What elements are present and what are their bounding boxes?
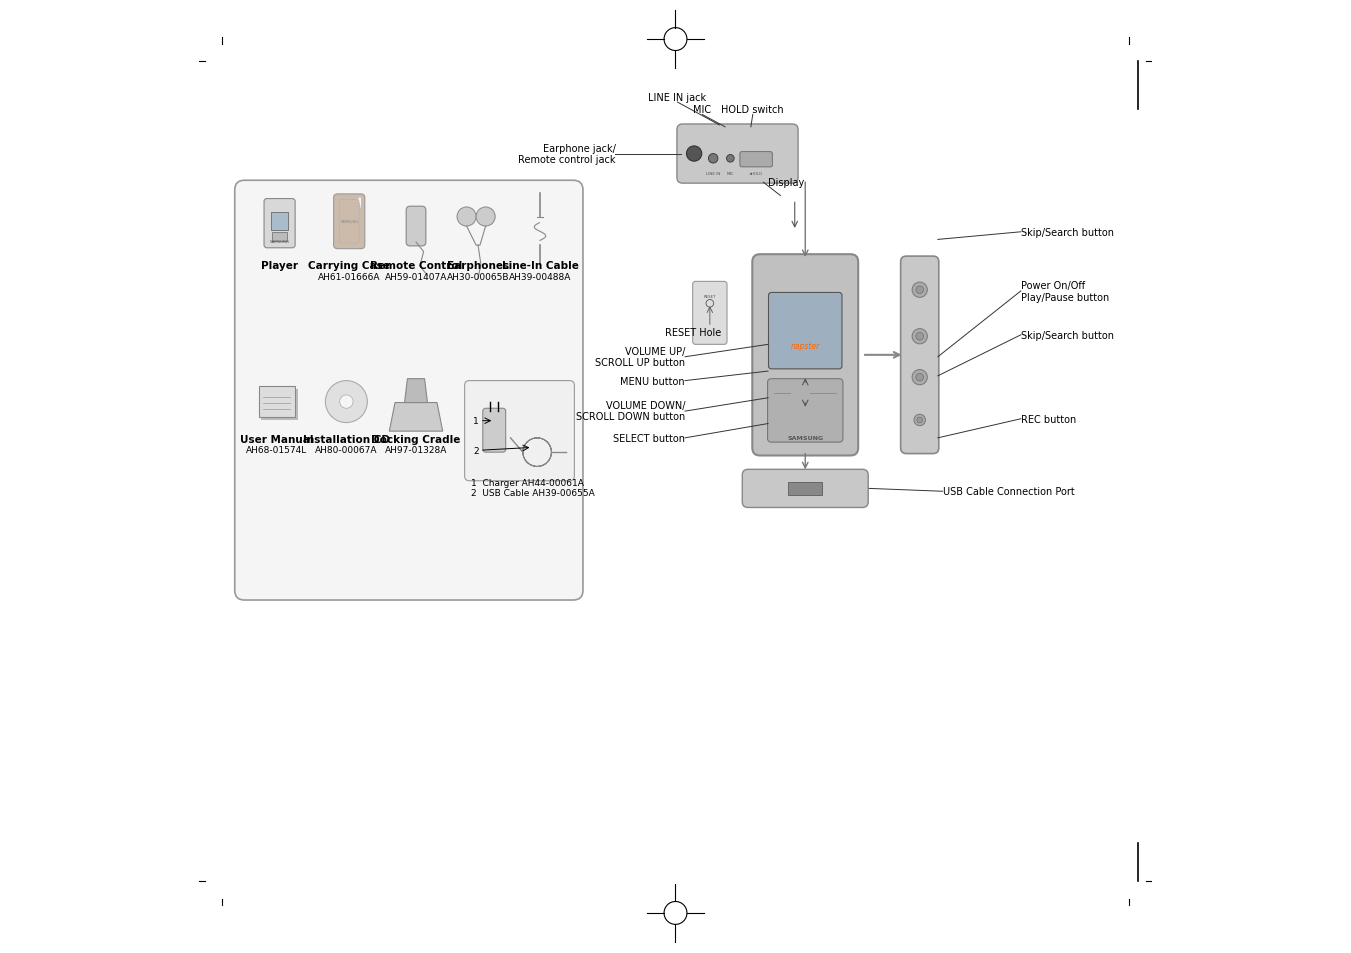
Text: LINE IN: LINE IN: [707, 172, 720, 175]
Circle shape: [727, 155, 734, 163]
Circle shape: [708, 154, 717, 164]
Text: HOLD switch: HOLD switch: [721, 106, 784, 115]
Text: 2: 2: [473, 446, 478, 456]
FancyBboxPatch shape: [753, 255, 858, 456]
FancyBboxPatch shape: [742, 470, 869, 508]
Polygon shape: [404, 379, 427, 403]
Circle shape: [915, 415, 925, 426]
Text: Power On/Off: Power On/Off: [1021, 281, 1085, 291]
Text: SCROLL UP button: SCROLL UP button: [594, 357, 685, 367]
Text: SAMSUNG: SAMSUNG: [788, 436, 823, 441]
Text: Skip/Search button: Skip/Search button: [1021, 228, 1113, 237]
FancyBboxPatch shape: [407, 207, 426, 247]
FancyBboxPatch shape: [693, 282, 727, 345]
Circle shape: [917, 417, 923, 423]
Text: 1: 1: [473, 416, 480, 426]
Text: MIC: MIC: [727, 172, 734, 175]
Bar: [270, 213, 289, 231]
Circle shape: [339, 395, 353, 409]
Text: RESET: RESET: [704, 294, 716, 298]
Text: Remote Control: Remote Control: [370, 261, 462, 271]
Text: AH80-00067A: AH80-00067A: [315, 446, 378, 455]
Circle shape: [686, 147, 701, 162]
Bar: [262, 390, 297, 420]
FancyBboxPatch shape: [334, 194, 365, 250]
Text: Line-In Cable: Line-In Cable: [501, 261, 578, 271]
Text: Earphone jack/: Earphone jack/: [543, 144, 616, 153]
FancyBboxPatch shape: [769, 294, 842, 370]
Text: Play/Pause button: Play/Pause button: [1021, 293, 1109, 302]
Text: AH97-01328A: AH97-01328A: [385, 446, 447, 455]
Text: AH30-00065B: AH30-00065B: [447, 273, 509, 281]
FancyBboxPatch shape: [263, 199, 295, 249]
Circle shape: [476, 208, 496, 227]
Text: Remote control jack: Remote control jack: [517, 155, 616, 165]
Text: Docking Cradle: Docking Cradle: [372, 435, 461, 444]
Text: User Manual: User Manual: [240, 435, 313, 444]
Text: AH68-01574L: AH68-01574L: [246, 446, 308, 455]
Polygon shape: [358, 198, 361, 210]
FancyBboxPatch shape: [465, 381, 574, 481]
Circle shape: [326, 381, 367, 423]
Text: MIC: MIC: [693, 106, 711, 115]
Text: AH39-00488A: AH39-00488A: [509, 273, 571, 281]
Circle shape: [912, 283, 927, 298]
Text: SAMSUNG: SAMSUNG: [340, 220, 358, 224]
Bar: [258, 387, 295, 417]
Text: Display: Display: [767, 178, 804, 188]
Text: LINE IN jack: LINE IN jack: [648, 93, 707, 103]
Bar: [272, 233, 288, 242]
Text: Earphones: Earphones: [447, 261, 509, 271]
FancyBboxPatch shape: [482, 409, 505, 453]
Circle shape: [916, 374, 924, 381]
Text: Installation CD: Installation CD: [303, 435, 390, 444]
Text: SCROLL DOWN button: SCROLL DOWN button: [576, 412, 685, 421]
Polygon shape: [389, 403, 443, 432]
FancyBboxPatch shape: [235, 181, 584, 600]
Text: VOLUME DOWN/: VOLUME DOWN/: [605, 401, 685, 411]
Circle shape: [916, 334, 924, 341]
Text: AH59-01407A: AH59-01407A: [385, 273, 447, 281]
Text: ◄HOLD: ◄HOLD: [748, 172, 763, 175]
Circle shape: [912, 330, 927, 345]
Text: SELECT button: SELECT button: [613, 434, 685, 443]
Text: SAMSUNG: SAMSUNG: [270, 239, 289, 244]
Text: 1  Charger AH44-00061A: 1 Charger AH44-00061A: [471, 478, 584, 487]
Text: RESET Hole: RESET Hole: [665, 328, 721, 337]
Text: Skip/Search button: Skip/Search button: [1021, 331, 1113, 340]
Text: MENU button: MENU button: [620, 376, 685, 386]
Circle shape: [916, 287, 924, 294]
FancyBboxPatch shape: [767, 379, 843, 442]
Text: REC button: REC button: [1021, 415, 1077, 424]
Text: Player: Player: [261, 261, 299, 271]
FancyBboxPatch shape: [740, 152, 773, 168]
Text: Carrying Case: Carrying Case: [308, 261, 390, 271]
Circle shape: [457, 208, 476, 227]
Text: AH61-01666A: AH61-01666A: [317, 273, 381, 281]
Bar: [788, 482, 823, 496]
Text: napster: napster: [790, 342, 820, 351]
Text: USB Cable Connection Port: USB Cable Connection Port: [943, 487, 1074, 497]
Text: VOLUME UP/: VOLUME UP/: [624, 347, 685, 356]
FancyBboxPatch shape: [677, 125, 798, 184]
FancyBboxPatch shape: [901, 257, 939, 455]
Text: 2  USB Cable AH39-00655A: 2 USB Cable AH39-00655A: [471, 489, 594, 497]
Circle shape: [912, 370, 927, 385]
